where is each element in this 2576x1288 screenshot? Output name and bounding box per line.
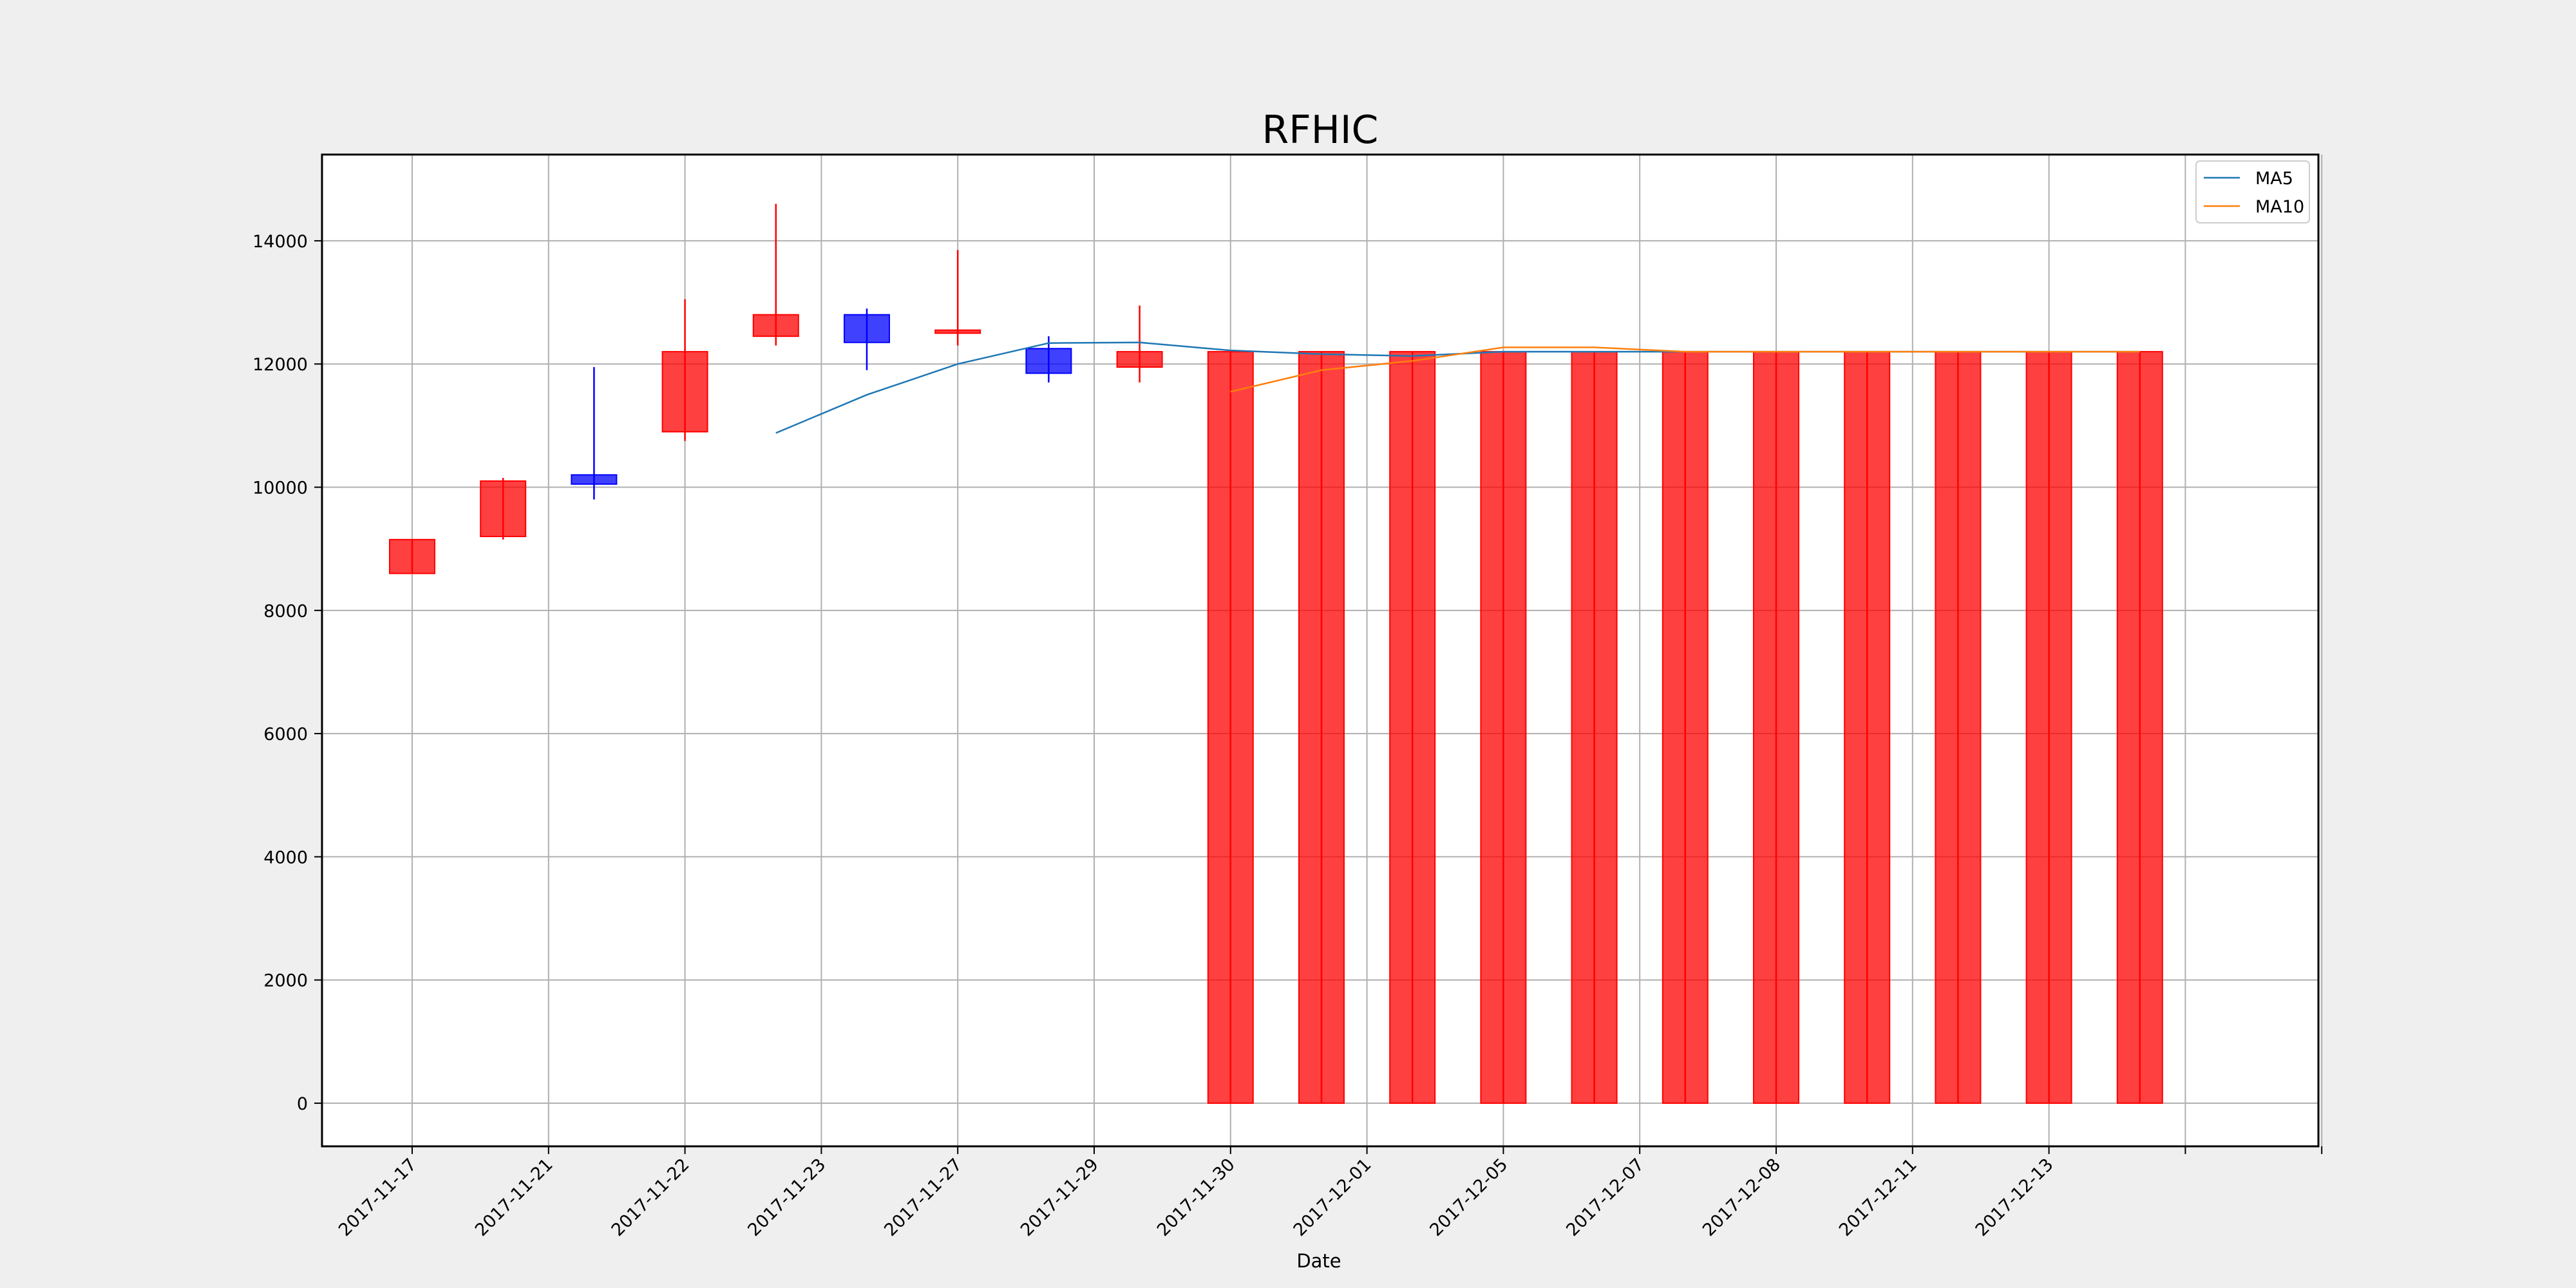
x-tick-label: 2017-12-11 (1835, 1155, 1921, 1240)
candle-body (1662, 351, 1709, 1104)
candle-body (480, 480, 527, 538)
candle-body (661, 351, 708, 433)
y-tick-label: 14000 (252, 232, 308, 252)
moving-average-lines (775, 341, 2140, 434)
y-tick-label: 6000 (263, 724, 308, 744)
candle-body (1116, 351, 1163, 368)
candle-body (1480, 351, 1527, 1104)
candle-body (752, 314, 799, 337)
ma-line-ma10 (1230, 346, 2140, 393)
candle-body (1207, 351, 1254, 1104)
candle-body (2025, 351, 2072, 1104)
legend-label-ma5: MA5 (2255, 169, 2293, 189)
legend-box (2195, 160, 2310, 223)
candle-body (389, 538, 435, 574)
legend: MA5 MA10 (2195, 160, 2310, 223)
x-tick-label: 2017-12-07 (1562, 1155, 1648, 1240)
x-tick-label: 2017-12-01 (1290, 1155, 1376, 1240)
candle-body (1571, 351, 1618, 1104)
candle-body (1298, 351, 1345, 1104)
chart-title: RFHIC (1262, 108, 1379, 153)
y-tick-label: 10000 (252, 478, 308, 498)
x-tick-label: 2017-11-23 (744, 1155, 829, 1240)
x-tick-label: 2017-12-05 (1426, 1155, 1511, 1240)
y-tick-label: 2000 (263, 971, 308, 991)
x-tick-label: 2017-11-21 (471, 1155, 557, 1240)
candle-body (934, 329, 981, 334)
candle-body (1935, 351, 1982, 1104)
y-tick-label: 0 (297, 1094, 308, 1114)
x-tick-label: 2017-12-08 (1699, 1155, 1785, 1240)
candle-body (1025, 348, 1072, 374)
x-axis-label: Date (1296, 1250, 1341, 1272)
candle-body (1844, 351, 1891, 1104)
x-axis-ticks: 2017-11-17 2017-11-21 2017-11-22 2017-11-23… (335, 1146, 2323, 1240)
y-tick-label: 4000 (263, 848, 308, 867)
candle-body (1753, 351, 1799, 1104)
x-tick-label: 2017-11-27 (880, 1155, 966, 1240)
y-tick-label: 8000 (263, 601, 308, 621)
x-tick-label: 2017-11-30 (1153, 1155, 1239, 1240)
legend-label-ma10: MA10 (2255, 197, 2304, 217)
plot-frame (321, 153, 2320, 1148)
candle-body (2116, 351, 2163, 1104)
candle-body (571, 474, 618, 485)
candle-body (1389, 351, 1436, 1104)
y-tick-label: 12000 (252, 355, 308, 375)
x-tick-label: 2017-11-17 (335, 1155, 421, 1240)
x-tick-label: 2017-11-29 (1017, 1155, 1103, 1240)
candles (389, 204, 2163, 1104)
x-tick-label: 2017-11-22 (608, 1155, 694, 1240)
y-axis-ticks: 0 2000 4000 6000 8000 10000 12000 14000 (252, 232, 322, 1114)
x-tick-label: 2017-12-13 (1972, 1155, 2058, 1240)
candle-body (844, 314, 890, 343)
